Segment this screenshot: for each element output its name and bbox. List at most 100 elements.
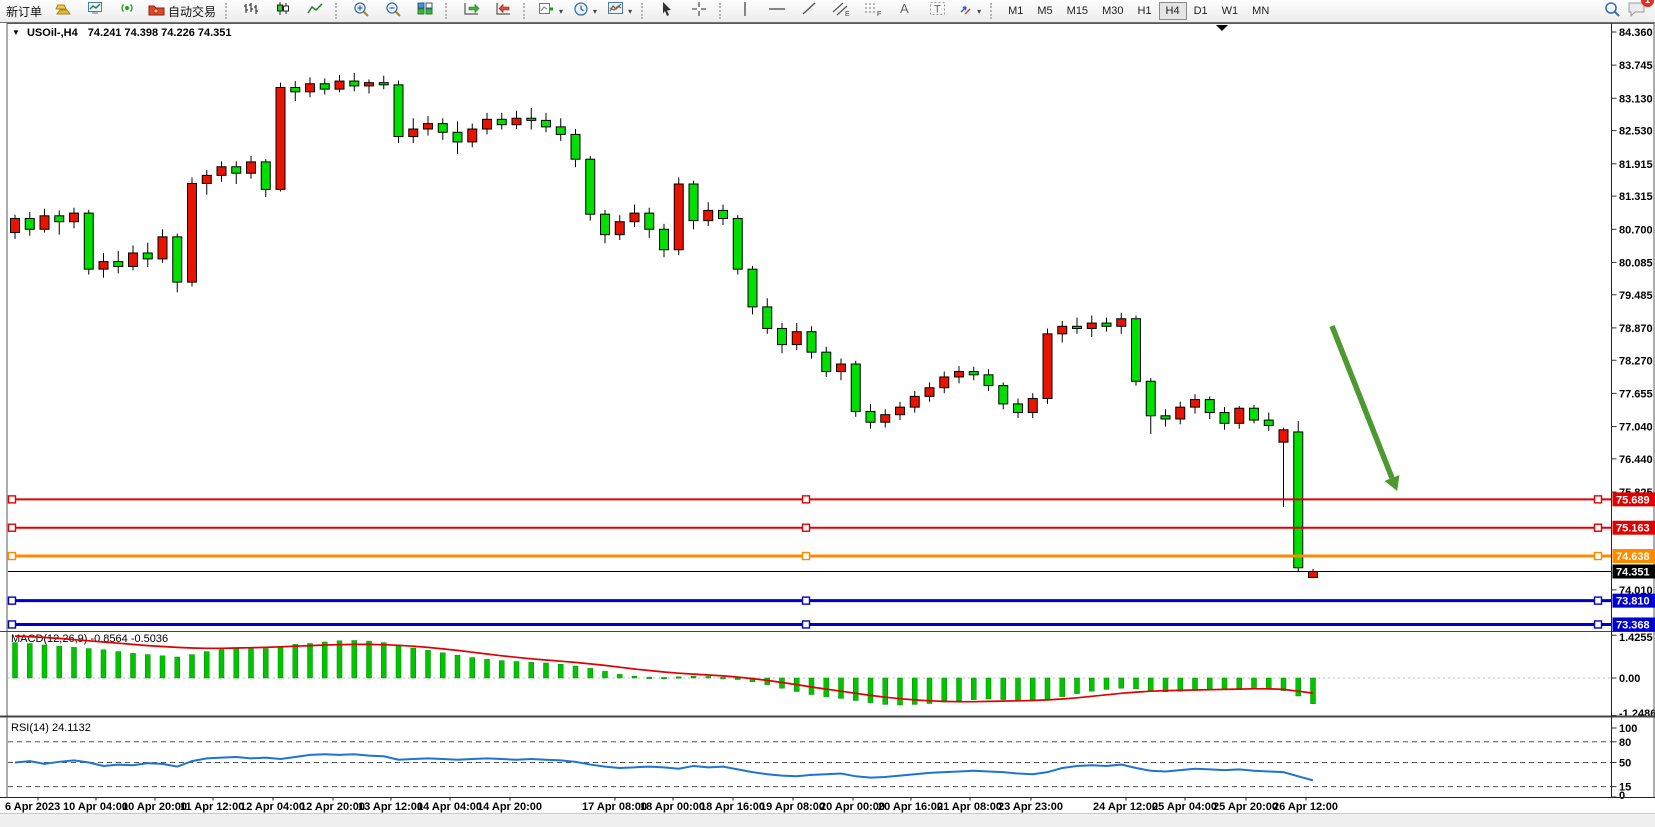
macd-histogram-bar xyxy=(676,677,681,679)
line-handle[interactable] xyxy=(1595,524,1602,531)
candle-body xyxy=(866,411,875,422)
candle-chart-button[interactable] xyxy=(268,0,298,22)
candle-body xyxy=(763,307,772,329)
text-label-button[interactable]: T xyxy=(922,0,952,22)
candle-body xyxy=(55,216,64,222)
chat-button[interactable]: 1 xyxy=(1627,0,1647,22)
timeframe-W1[interactable]: W1 xyxy=(1215,2,1246,20)
chart-frame xyxy=(7,24,1654,798)
terminal-button[interactable] xyxy=(80,0,110,22)
macd-histogram-bar xyxy=(1237,678,1242,689)
timeframe-MN[interactable]: MN xyxy=(1245,2,1276,20)
candle-body xyxy=(1264,420,1273,425)
price-tick-label: 81.315 xyxy=(1619,191,1653,203)
price-tick-label: 76.440 xyxy=(1619,454,1653,466)
macd-histogram-bar xyxy=(868,678,873,703)
line-handle[interactable] xyxy=(9,597,16,604)
candle-body xyxy=(733,218,742,269)
vertical-line-icon xyxy=(740,1,750,22)
auto-trading-button[interactable]: 自动交易 xyxy=(144,0,220,22)
text-button[interactable]: A xyxy=(890,0,920,22)
line-handle[interactable] xyxy=(1595,553,1602,560)
toolbar-grip xyxy=(719,3,725,19)
crosshair-button[interactable] xyxy=(684,0,714,22)
candle-body xyxy=(1250,408,1259,420)
gold-icon xyxy=(55,1,72,21)
terminal-icon xyxy=(87,1,104,21)
arrows-button[interactable]: ▾ xyxy=(954,0,985,22)
candle-body xyxy=(158,237,167,259)
time-axis-label: 24 Apr 12:00 xyxy=(1093,801,1158,813)
timeframe-M5[interactable]: M5 xyxy=(1030,2,1059,20)
arrows-dropdown-icon[interactable]: ▾ xyxy=(977,7,981,16)
line-handle[interactable] xyxy=(1595,597,1602,604)
line-handle[interactable] xyxy=(9,524,16,531)
indicators-button[interactable]: ▾ xyxy=(534,0,567,22)
auto-scroll-button[interactable] xyxy=(456,0,486,22)
zoom-in-button[interactable] xyxy=(346,0,376,22)
timeframe-D1[interactable]: D1 xyxy=(1187,2,1215,20)
line-handle[interactable] xyxy=(803,621,810,628)
horizontal-line-button[interactable] xyxy=(762,0,792,22)
macd-histogram-bar xyxy=(632,676,637,678)
chart-shift-button[interactable] xyxy=(488,0,518,22)
candle-body xyxy=(1176,407,1185,419)
periods-button[interactable]: ▾ xyxy=(569,0,601,22)
line-handle[interactable] xyxy=(1595,621,1602,628)
macd-histogram-bar xyxy=(1207,678,1212,689)
chart-shift-marker-icon[interactable] xyxy=(1216,25,1228,31)
timeframe-H4[interactable]: H4 xyxy=(1159,2,1187,20)
line-chart-button[interactable] xyxy=(300,0,330,22)
templates-button[interactable]: ▾ xyxy=(603,0,636,22)
timeframe-H1[interactable]: H1 xyxy=(1130,2,1158,20)
candle-body xyxy=(276,88,285,190)
line-handle[interactable] xyxy=(9,496,16,503)
new-order-button[interactable]: 新订单 xyxy=(2,0,46,22)
periods-dropdown-icon[interactable]: ▾ xyxy=(593,7,597,16)
gold-button[interactable] xyxy=(48,0,78,22)
candle-body xyxy=(512,118,521,124)
fibonacci-button[interactable]: F xyxy=(858,0,888,22)
timeframe-M1[interactable]: M1 xyxy=(1001,2,1030,20)
line-handle[interactable] xyxy=(9,621,16,628)
indicators-dropdown-icon[interactable]: ▾ xyxy=(559,7,563,16)
line-handle[interactable] xyxy=(9,553,16,560)
time-axis-label: 18 Apr 16:00 xyxy=(700,801,765,813)
templates-dropdown-icon[interactable]: ▾ xyxy=(628,7,632,16)
candle-body xyxy=(1279,430,1288,442)
line-handle[interactable] xyxy=(803,597,810,604)
zoom-out-button[interactable] xyxy=(378,0,408,22)
candle-body xyxy=(837,364,846,372)
tile-windows-button[interactable] xyxy=(410,0,440,22)
indicators-add-icon xyxy=(538,1,555,22)
vertical-line-button[interactable] xyxy=(730,0,760,22)
annotation-arrow-line[interactable] xyxy=(1332,326,1392,478)
cursor-button[interactable] xyxy=(652,0,682,22)
arrows-icon xyxy=(958,1,973,21)
macd-histogram-bar xyxy=(691,676,696,678)
equidistant-channel-button[interactable]: E xyxy=(826,0,856,22)
candle-body xyxy=(232,167,241,173)
timeframe-M15[interactable]: M15 xyxy=(1060,2,1095,20)
candle-body xyxy=(571,134,580,159)
macd-histogram-bar xyxy=(293,644,298,678)
trend-line-button[interactable] xyxy=(794,0,824,22)
search-icon[interactable] xyxy=(1603,0,1621,23)
candle-body xyxy=(999,386,1008,404)
signal-button[interactable] xyxy=(112,0,142,22)
candle-body xyxy=(896,407,905,415)
macd-histogram-bar xyxy=(1296,678,1301,696)
line-handle[interactable] xyxy=(803,524,810,531)
macd-histogram-bar xyxy=(57,646,62,678)
zoom-out-icon xyxy=(385,1,402,22)
time-axis-label: 25 Apr 04:00 xyxy=(1152,801,1217,813)
macd-histogram-bar xyxy=(662,677,667,679)
candle-body xyxy=(365,83,374,86)
bar-chart-button[interactable] xyxy=(236,0,266,22)
timeframe-M30[interactable]: M30 xyxy=(1095,2,1130,20)
line-handle[interactable] xyxy=(803,553,810,560)
line-handle[interactable] xyxy=(1595,496,1602,503)
line-handle[interactable] xyxy=(803,496,810,503)
